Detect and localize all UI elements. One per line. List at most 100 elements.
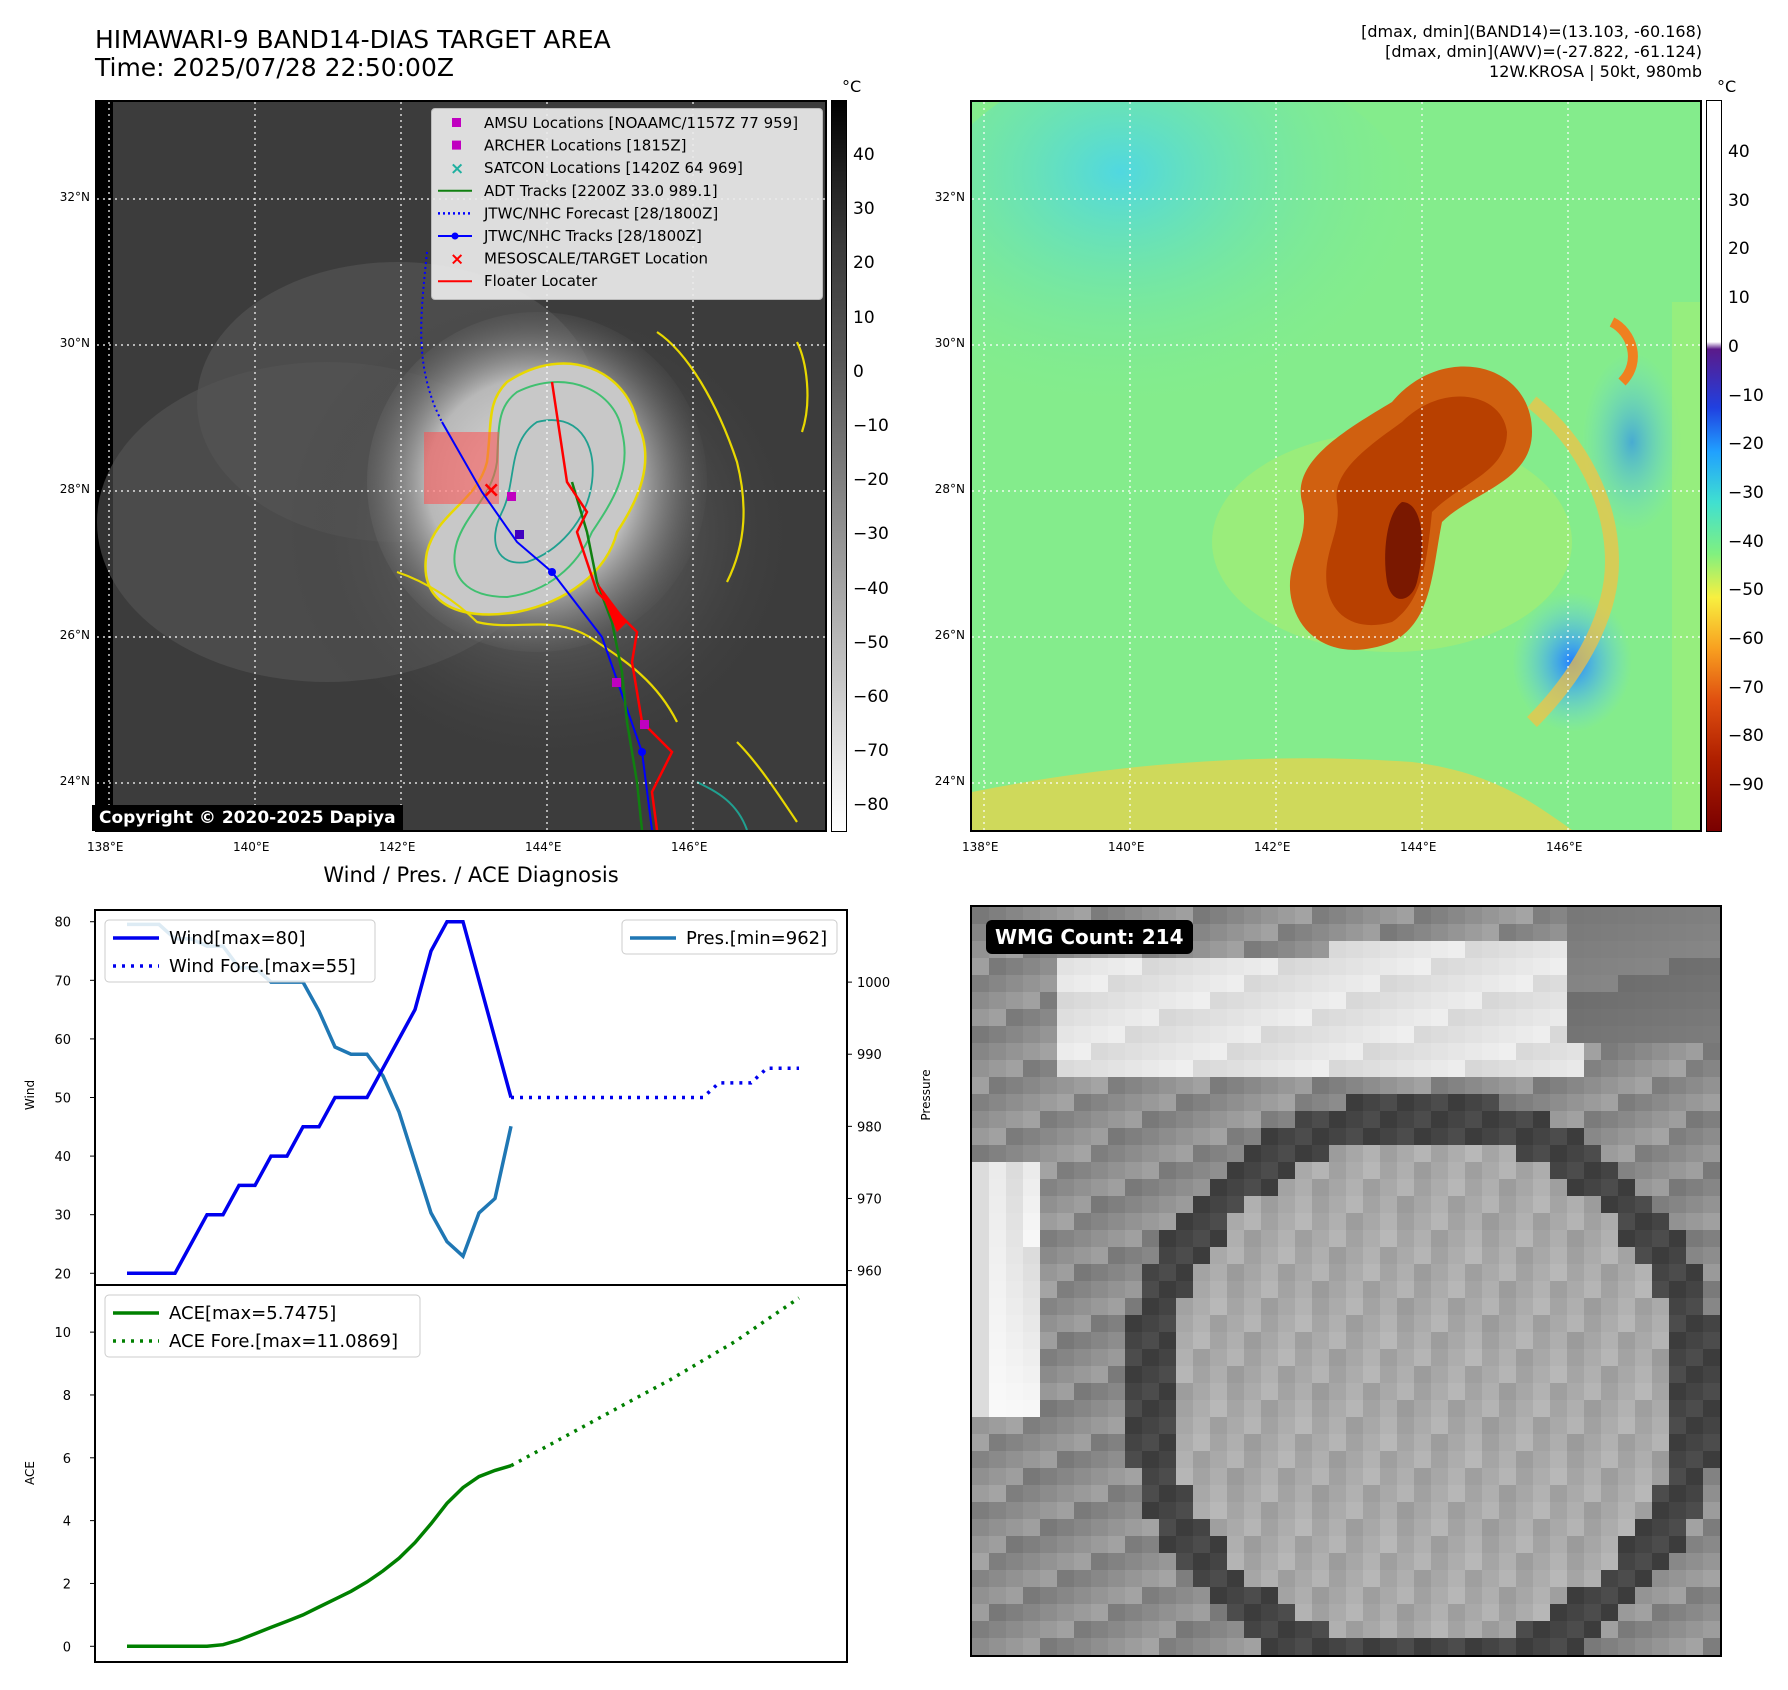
info-line-3: 12W.KROSA | 50kt, 980mb bbox=[1489, 62, 1702, 81]
adt-track bbox=[570, 481, 644, 830]
gray-colorbar-unit: °C bbox=[842, 77, 862, 96]
wmg-image bbox=[972, 907, 1720, 1655]
right-map-lon-ticks: 138°E 140°E 142°E 144°E 146°E bbox=[962, 840, 1702, 860]
chart-legend-label: Pres.[min=962] bbox=[686, 928, 827, 949]
wind-tick-label: 30 bbox=[54, 1209, 71, 1224]
wmg-panel bbox=[970, 905, 1722, 1657]
colorbar-tick-label: 30 bbox=[1728, 190, 1750, 211]
ace-tick-label: 2 bbox=[63, 1577, 71, 1592]
gray-colorbar-ticks: 40 30 20 10 0 −10 −20 −30 −40 −50 −60 −70 −80 bbox=[853, 100, 913, 832]
lat-tick-label: 28°N bbox=[934, 482, 965, 496]
left-map-lon-ticks: 138°E 140°E 142°E 144°E 146°E bbox=[87, 840, 827, 860]
pressure-tick-label: 1000 bbox=[857, 976, 890, 991]
wind-legend: Wind[max=80] Wind Fore.[max=55] bbox=[104, 919, 376, 983]
info-line-2: [dmax, dmin](AWV)=(-27.822, -61.124) bbox=[1385, 42, 1702, 61]
lat-tick-label: 24°N bbox=[934, 774, 965, 788]
chart-legend-label: Wind Fore.[max=55] bbox=[169, 956, 356, 977]
wind-tick-label: 20 bbox=[54, 1267, 71, 1282]
wind-tick-label: 50 bbox=[54, 1092, 71, 1107]
awv-map bbox=[972, 102, 1700, 830]
gray-colorbar bbox=[831, 100, 847, 832]
legend-label: ARCHER Locations [1815Z] bbox=[484, 137, 687, 155]
legend-entry: × MESOSCALE/TARGET Location bbox=[450, 250, 708, 270]
color-colorbar bbox=[1706, 100, 1722, 832]
floater-track bbox=[550, 381, 674, 830]
colorbar-tick-label: −10 bbox=[853, 416, 889, 436]
wind-tick-label: 80 bbox=[54, 916, 71, 931]
legend-label: JTWC/NHC Forecast [28/1800Z] bbox=[483, 204, 718, 222]
jtwc-forecast-track bbox=[420, 251, 443, 423]
legend-label: JTWC/NHC Tracks [28/1800Z] bbox=[483, 227, 702, 245]
wind-tick-label: 40 bbox=[54, 1150, 71, 1165]
legend-label: Floater Locater bbox=[484, 272, 598, 290]
chart-legend-label: Wind[max=80] bbox=[169, 928, 306, 949]
lat-tick-label: 28°N bbox=[59, 482, 90, 496]
colorbar-tick-label: 40 bbox=[1728, 142, 1750, 162]
lon-tick-label: 144°E bbox=[525, 840, 562, 854]
wind-tick-label: 60 bbox=[54, 1033, 71, 1048]
colorbar-tick-label: −30 bbox=[853, 524, 889, 545]
chart-legend-label: ACE Fore.[max=11.0869] bbox=[169, 1331, 398, 1352]
target-area-box bbox=[424, 432, 499, 504]
lon-tick-label: 138°E bbox=[87, 840, 124, 854]
lon-tick-label: 138°E bbox=[962, 840, 999, 854]
ace-axis-label: ACE bbox=[23, 1461, 37, 1485]
lon-tick-label: 140°E bbox=[1108, 840, 1145, 854]
wind-axis-label: Wind bbox=[23, 1080, 37, 1110]
svg-text:×: × bbox=[450, 250, 464, 270]
colorbar-tick-label: −50 bbox=[1728, 580, 1764, 601]
lon-tick-label: 142°E bbox=[1254, 840, 1291, 854]
colorbar-tick-label: −60 bbox=[853, 687, 889, 707]
legend-entry: ADT Tracks [2200Z 33.0 989.1] bbox=[438, 182, 718, 200]
colorbar-tick-label: −30 bbox=[1728, 482, 1764, 503]
color-colorbar-ticks: 40 30 20 10 0 −10 −20 −30 −40 −50 −60 −70 −80 −90 bbox=[1728, 100, 1788, 832]
pressure-tick-label: 970 bbox=[857, 1192, 882, 1207]
legend-label: AMSU Locations [NOAAMC/1157Z 77 959] bbox=[484, 114, 798, 132]
legend-label: MESOSCALE/TARGET Location bbox=[484, 250, 708, 268]
colorbar-tick-label: −70 bbox=[853, 741, 889, 762]
storm-info: [dmax, dmin](BAND14)=(13.103, -60.168) [… bbox=[1361, 22, 1702, 82]
lon-tick-label: 140°E bbox=[233, 840, 270, 854]
legend-rows: AMSU Locations [NOAAMC/1157Z 77 959] ARCH… bbox=[438, 114, 798, 290]
pressure-tick-label: 980 bbox=[857, 1120, 882, 1135]
lon-tick-label: 144°E bbox=[1400, 840, 1437, 854]
legend-label: ADT Tracks [2200Z 33.0 989.1] bbox=[484, 182, 718, 200]
colorbar-tick-label: −60 bbox=[1728, 629, 1764, 649]
diag-chart: 8070605040302010009909809709601086420Win… bbox=[23, 909, 933, 1663]
legend-entry: JTWC/NHC Forecast [28/1800Z] bbox=[438, 204, 718, 222]
ace-series-line bbox=[127, 1464, 512, 1649]
ace-tick-label: 10 bbox=[54, 1326, 71, 1341]
colorbar-tick-label: −40 bbox=[1728, 531, 1764, 552]
ace-tick-label: 8 bbox=[63, 1389, 71, 1404]
copyright-label: Copyright © 2020-2025 Dapiya bbox=[92, 805, 403, 831]
ace-forecast-series-line bbox=[510, 1296, 800, 1468]
legend-entry: JTWC/NHC Tracks [28/1800Z] bbox=[438, 227, 702, 245]
wind-series-line bbox=[127, 919, 513, 1276]
lon-tick-label: 146°E bbox=[671, 840, 708, 854]
pressure-axis-label: Pressure bbox=[919, 1069, 933, 1120]
lat-tick-label: 30°N bbox=[59, 336, 90, 350]
colorbar-tick-label: −40 bbox=[853, 578, 889, 599]
lon-tick-label: 142°E bbox=[379, 840, 416, 854]
map-legend: AMSU Locations [NOAAMC/1157Z 77 959] ARCH… bbox=[431, 108, 823, 300]
wmg-count-badge: WMG Count: 214 bbox=[986, 920, 1193, 954]
colorbar-tick-label: 20 bbox=[1728, 239, 1750, 260]
left-map-lat-ticks: 32°N 30°N 28°N 26°N 24°N bbox=[40, 100, 90, 832]
colorbar-tick-label: −10 bbox=[1728, 385, 1764, 406]
ace-tick-label: 6 bbox=[63, 1452, 71, 1467]
wind-forecast-series-line bbox=[511, 1066, 799, 1100]
diag-title: Wind / Pres. / ACE Diagnosis bbox=[323, 863, 619, 887]
right-map-lat-ticks: 32°N 30°N 28°N 26°N 24°N bbox=[915, 100, 965, 832]
color-colorbar-unit: °C bbox=[1717, 77, 1737, 96]
colorbar-tick-label: 0 bbox=[853, 361, 864, 382]
figure-title: HIMAWARI-9 BAND14-DIAS TARGET AREA Time:… bbox=[95, 26, 611, 82]
time-line: Time: 2025/07/28 22:50:00Z bbox=[95, 53, 454, 82]
ir-map: × bbox=[97, 102, 825, 830]
colorbar-tick-label: 40 bbox=[853, 145, 875, 165]
lat-tick-label: 26°N bbox=[934, 628, 965, 642]
colorbar-tick-label: 20 bbox=[853, 253, 875, 274]
awv-map-panel bbox=[970, 100, 1702, 832]
ace-legend: ACE[max=5.7475] ACE Fore.[max=11.0869] bbox=[104, 1294, 421, 1358]
legend-entry: × SATCON Locations [1420Z 64 969] bbox=[450, 159, 743, 179]
colorbar-tick-label: 10 bbox=[1728, 288, 1750, 309]
